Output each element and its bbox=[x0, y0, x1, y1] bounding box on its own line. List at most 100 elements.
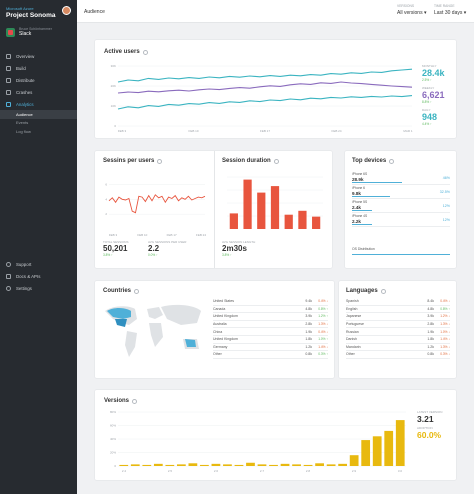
device-row[interactable]: iPhone 5S 2.4k 12% bbox=[352, 199, 450, 213]
row-value: 0.8k bbox=[427, 352, 434, 357]
brand-subtitle: Microsoft Azure bbox=[6, 6, 34, 11]
language-row[interactable]: English 4.8k 0.8% ↑ bbox=[346, 306, 450, 314]
device-name: iPhone 5S bbox=[352, 200, 368, 204]
brand-title: Project Sonoma bbox=[6, 12, 56, 19]
sidebar-item-settings[interactable]: Settings bbox=[0, 282, 77, 294]
row-delta: 0.8% ↑ bbox=[440, 306, 450, 311]
sidebar-item-distribute[interactable]: Distribute bbox=[0, 74, 77, 86]
country-row[interactable]: Germany 1.2k 1.4% ↓ bbox=[213, 344, 328, 352]
crash-icon bbox=[6, 89, 11, 95]
language-row[interactable]: Spanish 8.4k 0.4% ↓ bbox=[346, 298, 450, 306]
bar bbox=[188, 463, 198, 466]
x-tick-label: 3.0 bbox=[398, 469, 403, 473]
versions-filter[interactable]: VERSIONS All versions ▾ bbox=[397, 4, 426, 16]
stat-avg-sessions: AVG SESSIONS PER USER 2.2 0.0% ↑ bbox=[148, 240, 187, 257]
bar bbox=[142, 464, 152, 466]
x-tick-label: FEB 24 bbox=[196, 233, 206, 237]
bar bbox=[349, 455, 359, 466]
x-tick-label: 2.5 bbox=[168, 469, 173, 473]
language-row[interactable]: Portuguese 2.8k 1.3% ↓ bbox=[346, 321, 450, 329]
main-nav: Overview Build Distribute Crashes Analyt… bbox=[0, 50, 77, 136]
row-value: 1.2k bbox=[305, 344, 312, 349]
bar bbox=[303, 464, 313, 466]
bar bbox=[298, 210, 307, 229]
bar bbox=[153, 463, 163, 466]
country-row[interactable]: United Kingdom 1.8k 1.0% ↑ bbox=[213, 336, 328, 344]
country-row[interactable]: Australia 2.8k 1.3% ↓ bbox=[213, 321, 328, 329]
info-icon bbox=[132, 398, 138, 404]
x-tick-label: FEB 17 bbox=[167, 233, 177, 237]
timerange-filter[interactable]: TIME RANGE Last 30 days ▾ bbox=[434, 4, 466, 16]
country-row[interactable]: Other 0.8k 0.3% ↑ bbox=[213, 351, 328, 359]
y-tick-label: 80% bbox=[110, 410, 116, 414]
sidebar-subitem-log-flow[interactable]: Log flow bbox=[16, 128, 31, 134]
bar bbox=[270, 186, 280, 229]
device-percent: 46% bbox=[442, 176, 450, 180]
bar bbox=[229, 213, 238, 229]
card-title: Active users bbox=[104, 49, 148, 55]
y-tick-label: 2 bbox=[105, 212, 107, 216]
stat-adoption: ADOPTION 60.0% bbox=[417, 426, 442, 440]
sidebar-item-docs[interactable]: Docs & APIs bbox=[0, 270, 77, 282]
app-logo-icon bbox=[6, 27, 15, 37]
x-tick-label: FEB 3 bbox=[118, 129, 127, 133]
stat-total-sessions: TOTAL SESSIONS 50,201 3.8% ↑ bbox=[103, 240, 129, 257]
device-row[interactable]: iPhone 6 9.8k 32.5% bbox=[352, 185, 450, 199]
bar bbox=[361, 440, 371, 466]
sidebar-item-support[interactable]: Support bbox=[0, 258, 77, 270]
sidebar-subitem-events[interactable]: Events bbox=[16, 120, 29, 126]
country-row[interactable]: United Kingdom 3.9k 1.2% ↑ bbox=[213, 313, 328, 321]
avatar[interactable] bbox=[62, 6, 71, 15]
sidebar-subitem-audience[interactable]: Audience bbox=[0, 110, 77, 119]
device-row[interactable]: iPhone 6S 28.9k 46% bbox=[352, 171, 450, 185]
sidebar-item-crashes[interactable]: Crashes bbox=[0, 86, 77, 98]
page-header: Audience VERSIONS All versions ▾ TIME RA… bbox=[77, 0, 474, 23]
bar bbox=[372, 436, 382, 466]
device-percent: 12% bbox=[442, 218, 450, 222]
sidebar-item-build[interactable]: Build bbox=[0, 62, 77, 74]
row-value: 2.8k bbox=[427, 322, 434, 327]
x-tick-label: 2.8 bbox=[306, 469, 311, 473]
app-selector[interactable]: Bruce Schönhammer Slack bbox=[6, 27, 52, 37]
bar bbox=[395, 420, 405, 466]
x-tick-label: MAR 1 bbox=[403, 129, 413, 133]
bar bbox=[257, 192, 266, 229]
active-users-stats: MONTHLY 28.4k 2.5% ↑ WEEKLY 6,621 8.8% ↑… bbox=[422, 64, 452, 130]
row-name: Other bbox=[346, 352, 355, 357]
row-delta: 1.2% ↓ bbox=[440, 314, 450, 319]
series-line bbox=[108, 194, 206, 214]
language-row[interactable]: Japanese 3.9k 1.2% ↓ bbox=[346, 313, 450, 321]
language-row[interactable]: Russian 1.9k 1.0% ↓ bbox=[346, 328, 450, 336]
sidebar: Microsoft Azure Project Sonoma Bruce Sch… bbox=[0, 0, 77, 494]
y-tick-label: 0 bbox=[114, 124, 116, 128]
bar bbox=[257, 464, 267, 466]
sidebar-item-analytics[interactable]: Analytics bbox=[0, 98, 77, 110]
x-tick-label: FEB 24 bbox=[331, 129, 341, 133]
bar bbox=[315, 463, 324, 466]
language-row[interactable]: Danish 1.8k 1.4% ↓ bbox=[346, 336, 450, 344]
y-tick-label: 40% bbox=[110, 437, 116, 441]
language-row[interactable]: Mandarin 1.2k 1.3% ↓ bbox=[346, 344, 450, 352]
row-name: United States bbox=[213, 299, 235, 304]
sidebar-item-overview[interactable]: Overview bbox=[0, 50, 77, 62]
series-line-daily bbox=[117, 95, 413, 110]
active-users-card: Active users 0 10K 20K 30K FEB 3 FEB 10 FEB 17… bbox=[95, 40, 456, 138]
row-delta: 1.2% ↑ bbox=[318, 314, 328, 319]
sidebar-item-label: Distribute bbox=[16, 77, 35, 83]
country-row[interactable]: United States 9.4k 0.4% ↓ bbox=[213, 298, 328, 306]
row-value: 1.2k bbox=[427, 344, 434, 349]
device-list: iPhone 6S 28.9k 46% iPhone 6 9.8k 32.5% iPhone… bbox=[352, 171, 450, 227]
device-row[interactable]: iPhone 4S 2.2k 12% bbox=[352, 213, 450, 227]
device-share-bar bbox=[352, 182, 403, 183]
bar bbox=[284, 214, 293, 229]
language-row[interactable]: Other 0.8k 0.3% ↓ bbox=[346, 351, 450, 359]
stat-weekly: WEEKLY 6,621 8.8% ↑ bbox=[422, 86, 445, 104]
device-percent: 32.5% bbox=[439, 190, 450, 194]
row-value: 0.8k bbox=[305, 352, 312, 357]
country-row[interactable]: China 1.9k 0.4% ↓ bbox=[213, 328, 328, 336]
breadcrumb: Audience bbox=[84, 9, 105, 15]
country-row[interactable]: Canada 4.8k 0.8% ↑ bbox=[213, 306, 328, 314]
stat-latest-version: LATEST VERSION 3.21 bbox=[417, 410, 443, 424]
row-name: Other bbox=[213, 352, 222, 357]
row-value: 2.8k bbox=[305, 322, 312, 327]
